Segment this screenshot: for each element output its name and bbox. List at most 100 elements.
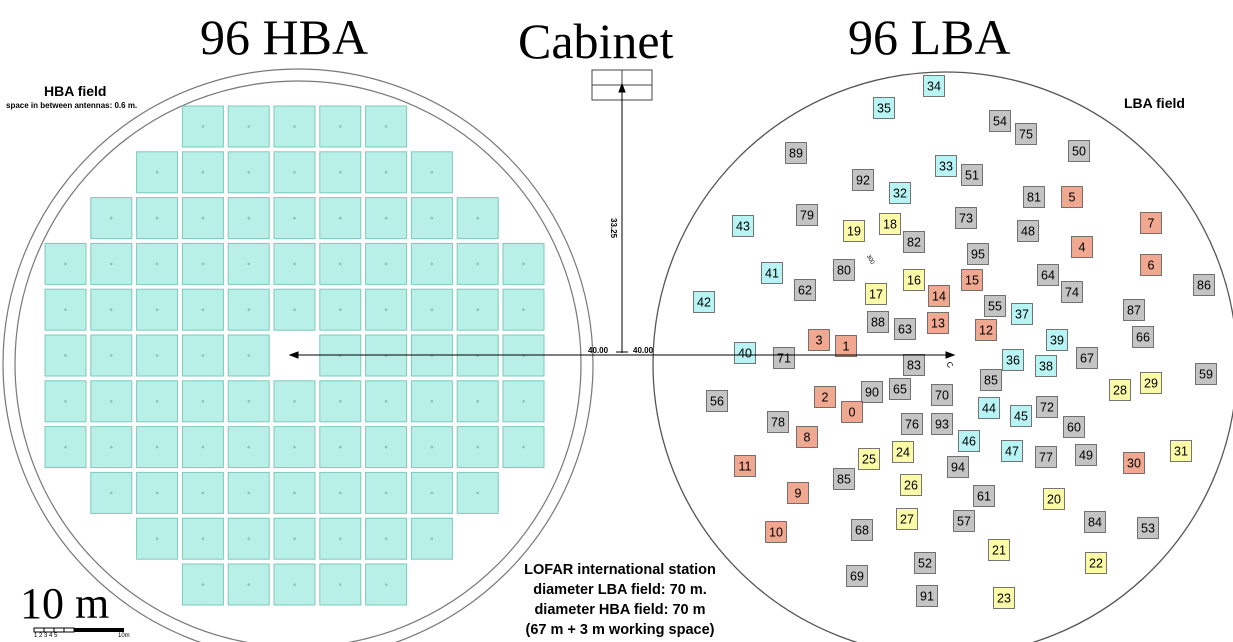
lba-antenna-label: 16 [907, 274, 921, 288]
lba-antenna-label: 23 [997, 592, 1011, 606]
lba-antenna-box [889, 182, 911, 204]
hba-tile-center-dot [430, 445, 434, 449]
lba-antenna-box [953, 510, 975, 532]
lba-antenna-box [931, 413, 953, 435]
lba-antenna: 7 [1140, 212, 1162, 234]
lba-antenna: 55 [984, 295, 1006, 317]
lba-antenna-label: 14 [932, 290, 946, 304]
hba-tile-center-dot [201, 171, 205, 174]
lba-antenna-label: 3 [816, 334, 823, 348]
station-caption: LOFAR international station diameter LBA… [480, 560, 760, 640]
lba-antenna-box [796, 204, 818, 226]
lba-antenna-label: 47 [1005, 445, 1019, 459]
lba-antenna-label: 68 [855, 524, 869, 538]
lba-antenna-box [1063, 416, 1085, 438]
lba-antenna-box [927, 312, 949, 334]
hba-tile-center-dot [293, 262, 296, 266]
hba-tile-center-dot [201, 262, 205, 266]
hba-tile [273, 380, 316, 423]
lba-antenna: 18 [879, 213, 901, 235]
hba-tile [181, 242, 224, 285]
hba-tile-center-dot [293, 400, 296, 403]
lba-antenna-label: 55 [988, 300, 1002, 314]
lba-antenna-label: 40 [738, 347, 752, 361]
lba-antenna-box [1046, 329, 1068, 351]
lba-antenna-label: 67 [1080, 352, 1094, 366]
lba-antenna-label: 11 [739, 460, 752, 474]
lba-antenna: 24 [892, 441, 914, 463]
lba-antenna-box [978, 397, 1000, 419]
scale-ticks-label: 1 2 3 4 5 [34, 633, 58, 639]
lba-antenna: 63 [894, 318, 916, 340]
lba-antenna: 52 [914, 552, 936, 574]
lba-antenna-label: 75 [1019, 128, 1033, 142]
hba-tile-center-dot [247, 400, 250, 403]
lba-antenna: 30 [1123, 452, 1145, 474]
lba-antenna-label: 33 [939, 160, 953, 174]
lba-antenna-label: 77 [1039, 451, 1053, 465]
lba-antenna-box [1071, 236, 1093, 258]
lba-antenna-label: 65 [893, 383, 907, 397]
lba-antenna: 35 [873, 97, 895, 119]
lba-antenna-box [734, 342, 756, 364]
hba-tile-center-dot [430, 400, 434, 403]
hba-tile-center-dot [201, 216, 205, 220]
lba-antenna: 94 [947, 456, 969, 478]
lba-field-circle [652, 71, 1233, 642]
lba-antenna-label: 22 [1089, 557, 1103, 571]
lba-antenna-label: 63 [898, 323, 912, 337]
lba-antenna-box [931, 384, 953, 406]
hba-tile-center-dot [293, 125, 296, 128]
hba-field-title: HBA field [44, 83, 107, 99]
lba-antenna-box [873, 97, 895, 119]
lba-antenna-box [901, 413, 923, 435]
lba-antenna-label: 17 [869, 288, 883, 302]
lba-antenna-label: 9 [795, 487, 802, 501]
lba-antenna-label: 28 [1113, 384, 1127, 398]
lba-antenna-box [984, 295, 1006, 317]
hba-tile-center-dot [339, 445, 342, 449]
scale-bar [33, 627, 124, 633]
hba-tile-center-dot [155, 400, 159, 403]
lba-antenna-label: 60 [1067, 421, 1081, 435]
lba-antenna: 56 [706, 390, 728, 412]
lba-antenna: 48 [1017, 220, 1039, 242]
lba-antenna-label: 95 [971, 248, 985, 262]
hba-tile-center-dot [155, 491, 159, 495]
lba-antenna-box [1035, 355, 1057, 377]
lba-antenna: 76 [901, 413, 923, 435]
hba-tile-center-dot [293, 445, 296, 449]
lba-antenna-box [1085, 552, 1107, 574]
lba-antenna-box [1140, 372, 1162, 394]
lba-antenna: 85 [980, 369, 1002, 391]
hba-tile-center-dot [476, 308, 480, 312]
lba-antenna: 16 [903, 269, 925, 291]
lba-antenna-box [794, 279, 816, 301]
hba-tile-center-dot [201, 583, 205, 586]
lba-antenna: 32 [889, 182, 911, 204]
lba-antenna-box [1076, 347, 1098, 369]
lba-antenna-label: 2 [822, 391, 829, 405]
hba-tile-center-dot [247, 583, 250, 586]
lba-antenna-box [1061, 186, 1083, 208]
lba-antenna: 78 [767, 411, 789, 433]
lba-antenna-box [843, 220, 865, 242]
lba-antenna-box [858, 448, 880, 470]
lba-antenna: 70 [931, 384, 953, 406]
lba-antenna-label: 44 [982, 402, 996, 416]
lba-antenna-label: 73 [959, 212, 973, 226]
lba-antenna-label: 64 [1041, 269, 1055, 283]
lba-antenna: 67 [1076, 347, 1098, 369]
lba-antenna-label: 92 [856, 174, 870, 188]
hba-tile [273, 288, 316, 331]
hba-tile-center-dot [384, 445, 388, 449]
lba-antenna: 82 [903, 231, 925, 253]
scale-end-label: 10m [118, 633, 130, 639]
lba-antenna-label: 7 [1148, 217, 1155, 231]
lba-antenna: 81 [1023, 186, 1045, 208]
lba-antenna: 72 [1036, 396, 1058, 418]
lba-antenna-box [935, 155, 957, 177]
lba-antenna-label: 48 [1021, 225, 1035, 239]
lba-antenna-label: 21 [992, 544, 1006, 558]
